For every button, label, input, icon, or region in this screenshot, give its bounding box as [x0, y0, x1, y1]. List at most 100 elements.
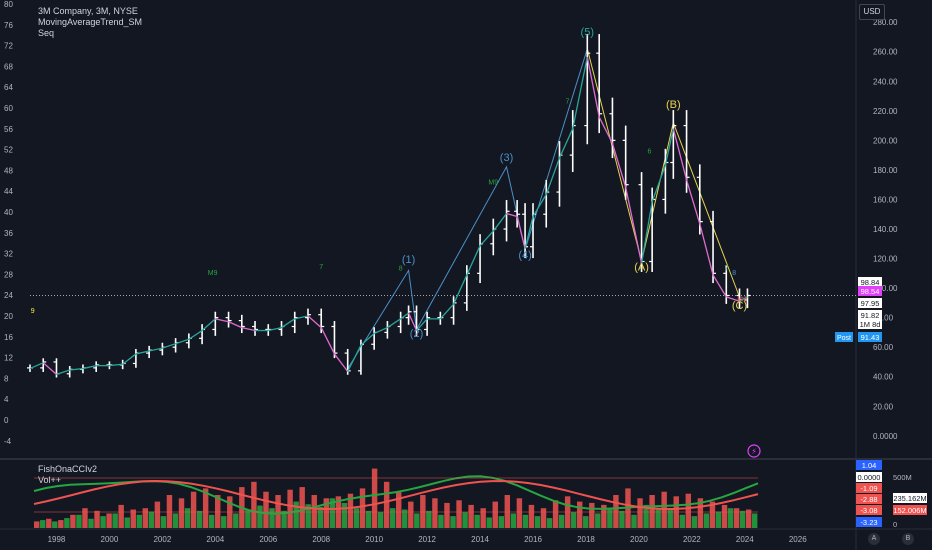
- post-label-box: [835, 332, 853, 342]
- volume-bar-buy: [196, 510, 203, 528]
- volume-bar-buy: [64, 518, 70, 528]
- moving-average-segment: [82, 364, 97, 370]
- indicator-ma-trend[interactable]: MovingAverageTrend_SM: [38, 17, 143, 27]
- settings-button[interactable]: B: [902, 533, 914, 545]
- volume-bar-buy: [570, 512, 577, 528]
- price-label: 98.84: [861, 278, 880, 287]
- volume-bar-buy: [52, 521, 58, 528]
- volume-bar-sell: [154, 501, 161, 528]
- right-axis-tick: 60.00: [873, 343, 894, 352]
- volume-bar-sell: [215, 495, 221, 528]
- left-axis-tick: 40: [4, 208, 13, 217]
- left-axis-tick: -4: [4, 437, 12, 446]
- left-axis-tick: 76: [4, 21, 13, 30]
- volume-bar-buy: [510, 513, 517, 528]
- volume-bar-sell: [202, 488, 209, 528]
- volume-bar-sell: [396, 491, 402, 528]
- time-axis-tick: 2026: [789, 535, 807, 544]
- left-axis-tick: 44: [4, 187, 13, 196]
- indicator-volume[interactable]: Vol++: [38, 475, 62, 485]
- moving-average-segment: [416, 318, 428, 331]
- moving-average-segment: [532, 194, 547, 217]
- volume-bar-sell: [46, 518, 52, 528]
- currency-button[interactable]: USD: [859, 4, 885, 20]
- moving-average-segment: [268, 326, 282, 332]
- sequence-label: 8: [732, 270, 736, 277]
- moving-average-segment: [241, 326, 256, 332]
- left-axis-tick: 8: [4, 374, 9, 383]
- moving-average-segment: [29, 362, 44, 370]
- volume-bar-buy: [619, 510, 625, 528]
- volume-bar-buy: [751, 513, 758, 528]
- volume-bar-buy: [172, 513, 179, 528]
- right-axis-tick: 20.00: [873, 402, 894, 411]
- moving-average-segment: [188, 329, 203, 340]
- moving-average-segment: [524, 216, 534, 249]
- volume-bar-sell: [142, 508, 149, 528]
- volume-bar-buy: [739, 510, 746, 528]
- time-axis-tick: 2016: [524, 535, 542, 544]
- volume-bar-sell: [504, 495, 511, 528]
- volume-bar-buy: [414, 513, 420, 528]
- left-axis-tick: 32: [4, 250, 13, 259]
- volume-bar-buy: [679, 514, 685, 528]
- sequence-label: 9: [31, 308, 35, 315]
- volume-bar-buy: [715, 511, 722, 528]
- symbol-title[interactable]: 3M Company, 3M, NYSE: [38, 6, 138, 16]
- wave-label: (1): [402, 254, 415, 266]
- left-axis-tick: 60: [4, 104, 13, 113]
- volume-bar-buy: [474, 514, 480, 528]
- indicator-label-box: [856, 517, 882, 527]
- post-value-box: [858, 332, 882, 342]
- volume-bar-sell: [166, 495, 173, 528]
- volume-bar-buy: [233, 513, 239, 528]
- volume-bar-sell: [70, 514, 76, 528]
- sequence-label: M9: [737, 296, 747, 303]
- volume-bar-sell: [190, 491, 197, 528]
- moving-average-segment: [726, 296, 740, 302]
- moving-average-segment: [215, 318, 229, 323]
- volume-bar-buy: [655, 508, 661, 528]
- volume-bar-buy: [317, 506, 323, 528]
- indicator-seq[interactable]: Seq: [38, 28, 55, 38]
- volume-bar-buy: [136, 514, 142, 528]
- volume-label: 152.006M: [893, 506, 926, 515]
- right-axis-tick: 80.00: [873, 314, 894, 323]
- volume-bar-sell: [552, 500, 559, 528]
- volume-bar-buy: [245, 509, 251, 528]
- sequence-label: 7: [319, 264, 323, 271]
- wave-label: (5): [581, 26, 594, 38]
- volume-bar-sell: [371, 468, 378, 528]
- price-label-box: [858, 277, 882, 287]
- volume-bar-buy: [88, 518, 94, 528]
- volume-bar-sell: [287, 489, 293, 528]
- moving-average-segment: [611, 143, 627, 188]
- moving-average-segment: [712, 274, 727, 298]
- volume-bar-buy: [631, 514, 637, 528]
- moving-average-segment: [598, 116, 614, 144]
- moving-average-segment: [148, 347, 163, 352]
- moving-average-segment: [572, 56, 588, 129]
- moving-average-segment: [294, 315, 309, 320]
- volume-bar-buy: [546, 518, 553, 528]
- moving-average-segment: [685, 179, 701, 224]
- moving-average-segment: [407, 312, 418, 331]
- volume-bar-buy: [498, 516, 504, 528]
- price-label: 1M 8d: [860, 320, 881, 329]
- time-axis-tick: 2010: [365, 535, 383, 544]
- price-label-box: [858, 319, 882, 329]
- volume-bar-sell: [106, 513, 112, 528]
- moving-average-segment: [439, 303, 455, 320]
- indicator-fish-cci[interactable]: FishOnaCCIv2: [38, 464, 98, 474]
- right-axis-tick: 120.00: [873, 255, 898, 264]
- volume-bar-buy: [365, 510, 372, 528]
- moving-average-segment: [466, 245, 481, 276]
- wave-path-impulse: [345, 48, 588, 372]
- indicator-label: 0.0000: [858, 473, 881, 482]
- time-axis-tick: 2006: [259, 535, 277, 544]
- volume-bar-sell: [34, 521, 40, 528]
- auto-scale-button[interactable]: A: [868, 533, 880, 545]
- indicator-label: -3.23: [860, 518, 877, 527]
- moving-average-segment: [516, 216, 526, 249]
